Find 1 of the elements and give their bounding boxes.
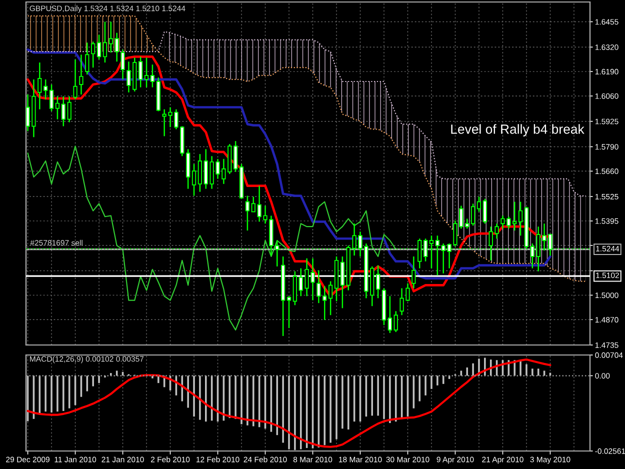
annotation: Level of Rally b4 break [451,124,584,136]
